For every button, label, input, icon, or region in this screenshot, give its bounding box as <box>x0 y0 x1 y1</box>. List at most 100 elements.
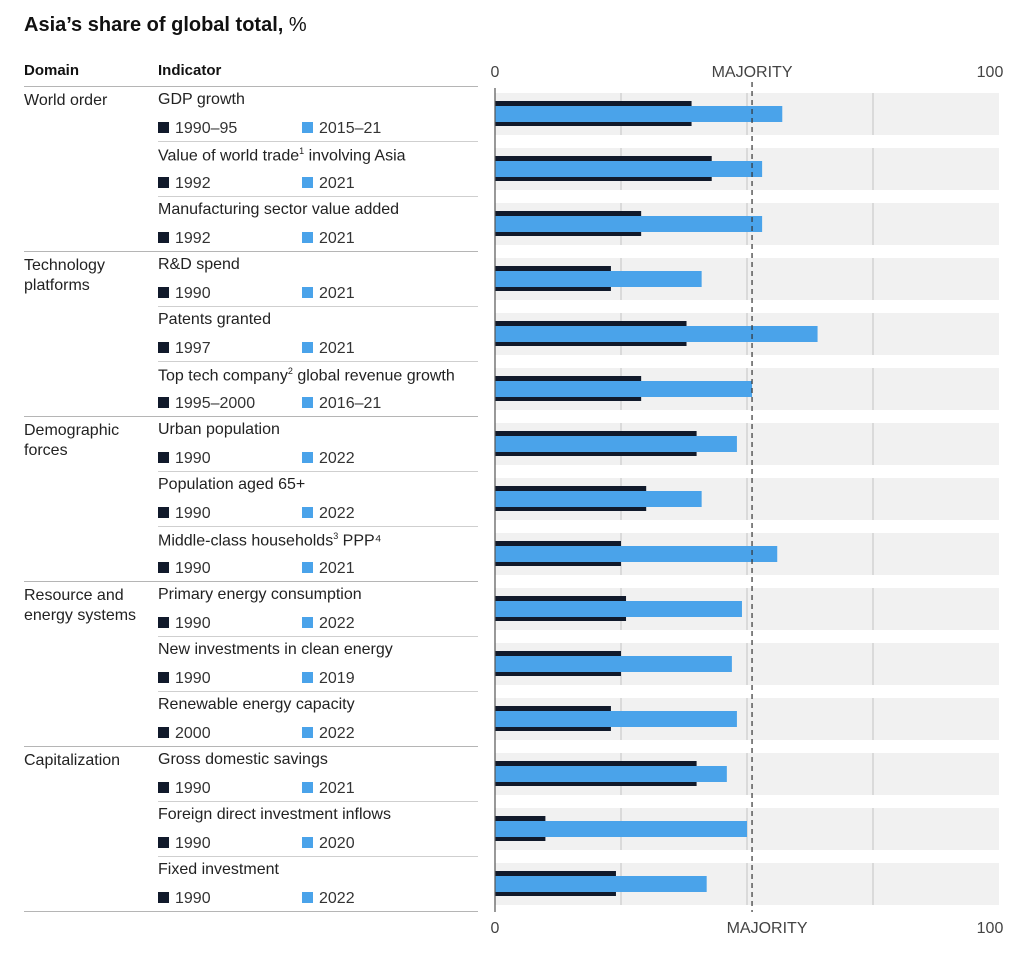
legend-late: 2016–21 <box>302 395 381 413</box>
legend-early: 1990 <box>158 615 211 633</box>
legend-late: 2020 <box>302 835 355 853</box>
indicator-text-tail: global revenue growth <box>292 367 455 385</box>
bar-late <box>495 876 707 892</box>
table-row: Population aged 65+ 1990 2022 <box>24 472 478 527</box>
legend-swatch-early <box>158 122 169 133</box>
legend-early: 1990 <box>158 450 211 468</box>
row-divider <box>158 141 478 142</box>
legend-late: 2021 <box>302 230 355 248</box>
legend-swatch-early <box>158 617 169 628</box>
bar-late <box>495 491 702 507</box>
indicator-label: Middle-class households3 PPP⁴ <box>158 531 382 550</box>
legend-late: 2021 <box>302 175 355 193</box>
legend-late-label: 2021 <box>319 340 355 357</box>
domain-label: Technology platforms <box>24 257 105 294</box>
table-row: Middle-class households3 PPP⁴ 1990 2021 <box>24 527 478 582</box>
bar-late <box>495 656 732 672</box>
legend-swatch-late <box>302 232 313 243</box>
indicator-text: Manufacturing sector value added <box>158 201 400 218</box>
legend-early-label: 1990–95 <box>175 120 238 137</box>
legend-swatch-late <box>302 507 313 518</box>
legend-late: 2022 <box>302 505 355 523</box>
footnote-mark: 2 <box>287 366 293 376</box>
table-row: Fixed investment 1990 2022 <box>24 857 478 912</box>
axis-top-min-label: 0 <box>491 64 500 81</box>
bar-late <box>495 711 737 727</box>
legend-early-label: 1992 <box>175 230 211 247</box>
legend-early: 1990 <box>158 835 211 853</box>
axis-top-majority-label: MAJORITY <box>712 64 793 81</box>
legend-swatch-early <box>158 287 169 298</box>
legend-late-label: 2021 <box>319 780 355 797</box>
legend-late-label: 2021 <box>319 230 355 247</box>
indicator-text: Foreign direct investment inflows <box>158 806 391 823</box>
indicator-label: Renewable energy capacity <box>158 696 355 714</box>
legend-swatch-early <box>158 672 169 683</box>
indicator-label: GDP growth <box>158 91 245 109</box>
row-divider <box>158 306 478 307</box>
legend-swatch-late <box>302 837 313 848</box>
legend-early-label: 1990 <box>175 615 211 632</box>
table-row: Renewable energy capacity 2000 2022 <box>24 692 478 747</box>
legend-swatch-late <box>302 727 313 738</box>
header-rule <box>24 86 478 87</box>
legend-early-label: 1990 <box>175 450 211 467</box>
indicator-label: New investments in clean energy <box>158 641 393 659</box>
table-row: Top tech company2 global revenue growth 1… <box>24 362 478 417</box>
legend-swatch-late <box>302 122 313 133</box>
indicator-text: Top tech company <box>158 367 288 385</box>
indicator-text: Patents granted <box>158 311 271 328</box>
row-divider <box>158 196 478 197</box>
legend-early-label: 2000 <box>175 725 211 742</box>
axis-top-max-label: 100 <box>977 64 1004 81</box>
indicator-label: Foreign direct investment inflows <box>158 806 391 824</box>
legend-late-label: 2016–21 <box>319 395 382 412</box>
legend-late-label: 2021 <box>319 175 355 192</box>
table-row: Foreign direct investment inflows 1990 202… <box>24 802 478 857</box>
legend-early-label: 1990 <box>175 285 211 302</box>
legend-swatch-early <box>158 837 169 848</box>
legend-early-label: 1990 <box>175 780 211 797</box>
axis-bottom-majority-label: MAJORITY <box>727 920 808 937</box>
table-row: Manufacturing sector value added 1992 2021 <box>24 197 478 252</box>
legend-late-label: 2022 <box>319 450 355 467</box>
legend-late: 2021 <box>302 340 355 358</box>
legend-swatch-early <box>158 727 169 738</box>
domain-label: Demographic forces <box>24 422 120 459</box>
legend-swatch-late <box>302 397 313 408</box>
indicator-label: Value of world trade1 involving Asia <box>158 146 406 165</box>
legend-late-label: 2022 <box>319 890 355 907</box>
row-divider <box>158 856 478 857</box>
legend-late: 2022 <box>302 450 355 468</box>
bar-late <box>495 821 747 837</box>
bar-late <box>495 326 818 342</box>
legend-early-label: 1990 <box>175 890 211 907</box>
legend-swatch-late <box>302 452 313 463</box>
row-divider <box>24 416 478 417</box>
row-divider <box>24 911 478 912</box>
legend-early: 1992 <box>158 230 211 248</box>
bar-late <box>495 216 763 232</box>
legend-swatch-late <box>302 287 313 298</box>
legend-early: 1990 <box>158 670 211 688</box>
legend-late-label: 2019 <box>319 670 355 687</box>
row-divider <box>158 361 478 362</box>
table-row: Patents granted 1997 2021 <box>24 307 478 362</box>
table-row: New investments in clean energy 1990 2019 <box>24 637 478 692</box>
indicator-label: Urban population <box>158 421 280 439</box>
legend-early: 1990 <box>158 285 211 303</box>
indicator-text: GDP growth <box>158 91 245 108</box>
indicator-text: Population aged 65+ <box>158 476 306 493</box>
legend-early-label: 1997 <box>175 340 211 357</box>
indicator-text: Middle-class households <box>158 532 334 550</box>
bar-late <box>495 601 742 617</box>
legend-swatch-early <box>158 892 169 903</box>
legend-swatch-early <box>158 397 169 408</box>
legend-early-label: 1995–2000 <box>175 395 256 412</box>
legend-early: 1990 <box>158 560 211 578</box>
legend-late-label: 2022 <box>319 615 355 632</box>
bar-late <box>495 271 702 287</box>
axis-bottom-min-label: 0 <box>491 920 500 937</box>
indicator-text: Renewable energy capacity <box>158 696 355 713</box>
